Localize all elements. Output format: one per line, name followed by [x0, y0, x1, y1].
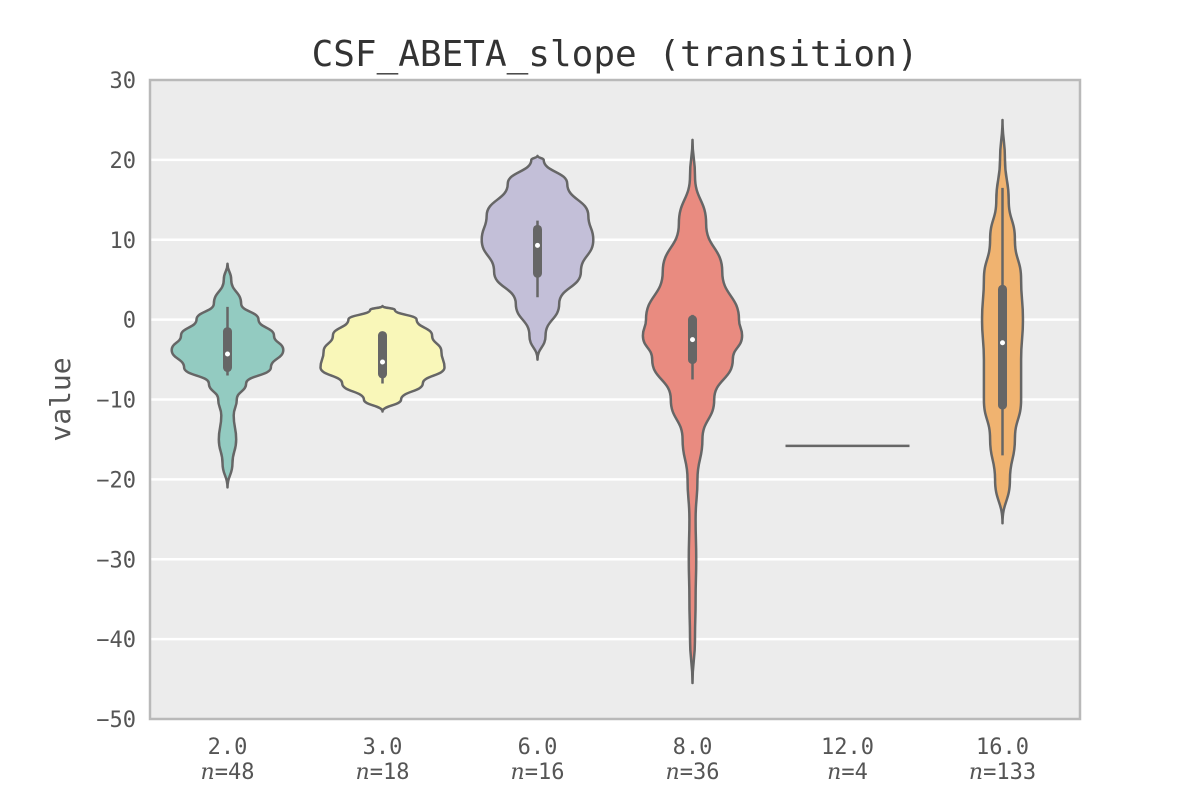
x-tick-labels: 2.0n=48 3.0n=18 6.0n=16 8.0n=36 12.0n=4 16.0n… — [201, 735, 1037, 785]
y-tick-label: −50 — [96, 708, 136, 733]
median-dot — [225, 351, 230, 357]
median-dot — [380, 359, 385, 365]
y-tick-label: −10 — [96, 389, 136, 414]
median-dot — [535, 242, 540, 248]
sample-size-label: n=18 — [356, 760, 410, 785]
y-tick-labels: 30 20 10 0 −10 −20 −30 −40 −50 — [96, 69, 136, 733]
median-dot — [690, 337, 695, 343]
violin-16.0 — [980, 118, 1025, 525]
x-tick-label: 8.0 — [673, 735, 713, 760]
x-tick-label: 6.0 — [518, 735, 558, 760]
x-tick-label: 2.0 — [208, 735, 248, 760]
y-axis-label: value — [44, 357, 77, 441]
x-tick-label: 3.0 — [363, 735, 403, 760]
y-tick-label: 10 — [110, 229, 137, 254]
violin-3.0 — [319, 304, 446, 413]
plot-frame — [148, 78, 1082, 721]
violin-2.0 — [170, 262, 285, 489]
gridlines — [150, 158, 1080, 641]
y-tick-label: 20 — [110, 149, 137, 174]
x-tick-label: 12.0 — [821, 735, 874, 760]
sample-size-label: n=48 — [201, 760, 255, 785]
violin-body — [641, 138, 744, 685]
median-dot — [1000, 340, 1005, 346]
sample-size-label: n=133 — [969, 760, 1036, 785]
violin-8.0 — [641, 138, 744, 685]
violin-6.0 — [480, 154, 595, 361]
y-tick-label: −40 — [96, 628, 136, 653]
sample-size-label: n=4 — [827, 760, 868, 785]
chart-title: CSF_ABETA_slope (transition) — [312, 34, 919, 75]
x-tick-label: 16.0 — [976, 735, 1029, 760]
sample-size-label: n=16 — [511, 760, 565, 785]
y-tick-label: 0 — [123, 309, 136, 334]
y-tick-label: −30 — [96, 548, 136, 573]
y-tick-label: −20 — [96, 468, 136, 493]
y-tick-label: 30 — [110, 69, 137, 94]
sample-size-label: n=36 — [666, 760, 720, 785]
violins — [170, 118, 1025, 685]
